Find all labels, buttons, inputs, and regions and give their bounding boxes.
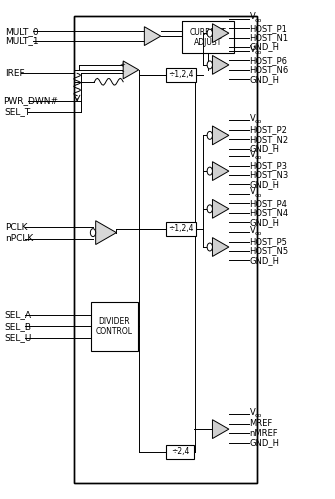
Text: co: co xyxy=(254,413,262,418)
Text: HOST_N2: HOST_N2 xyxy=(250,135,289,144)
Polygon shape xyxy=(123,61,139,79)
Text: DIVIDER
CONTROL: DIVIDER CONTROL xyxy=(96,317,133,336)
Text: co: co xyxy=(254,231,262,236)
Text: PWR_DWN#: PWR_DWN# xyxy=(3,96,58,105)
FancyBboxPatch shape xyxy=(166,222,196,236)
Text: co: co xyxy=(254,119,262,124)
FancyBboxPatch shape xyxy=(183,21,234,53)
Text: V: V xyxy=(250,150,255,159)
Text: SEL_T: SEL_T xyxy=(5,107,31,116)
Text: GND_H: GND_H xyxy=(250,144,280,153)
Text: HOST_N3: HOST_N3 xyxy=(250,171,289,180)
Circle shape xyxy=(207,243,212,251)
Polygon shape xyxy=(212,24,229,42)
Text: +: + xyxy=(120,62,126,68)
Circle shape xyxy=(207,131,212,139)
Text: nMREF: nMREF xyxy=(250,429,278,438)
Text: V: V xyxy=(250,408,255,417)
Text: GND_H: GND_H xyxy=(250,218,280,227)
Text: ÷2,4: ÷2,4 xyxy=(171,448,189,457)
Text: GND_H: GND_H xyxy=(250,180,280,189)
Text: MULT_1: MULT_1 xyxy=(5,36,38,45)
Polygon shape xyxy=(212,126,229,145)
Polygon shape xyxy=(212,162,229,181)
Text: SEL_U: SEL_U xyxy=(5,333,32,342)
FancyBboxPatch shape xyxy=(74,16,257,483)
FancyBboxPatch shape xyxy=(166,68,196,82)
Text: co: co xyxy=(254,18,262,23)
Text: V: V xyxy=(250,226,255,235)
Text: MULT_0: MULT_0 xyxy=(5,26,38,35)
Text: HOST_P4: HOST_P4 xyxy=(250,199,287,208)
FancyBboxPatch shape xyxy=(91,301,138,351)
Text: HOST_N6: HOST_N6 xyxy=(250,65,289,74)
Text: co: co xyxy=(254,50,262,55)
Text: V: V xyxy=(250,114,255,123)
Polygon shape xyxy=(144,26,161,45)
Polygon shape xyxy=(212,238,229,256)
Text: V: V xyxy=(250,188,255,197)
Circle shape xyxy=(90,229,96,237)
Text: ÷1,2,4: ÷1,2,4 xyxy=(168,224,194,233)
Text: co: co xyxy=(254,155,262,160)
Text: HOST_P2: HOST_P2 xyxy=(250,125,287,134)
Polygon shape xyxy=(96,221,116,245)
Text: co: co xyxy=(254,193,262,198)
Text: -: - xyxy=(121,68,124,74)
Polygon shape xyxy=(212,55,229,74)
Text: HOST_N4: HOST_N4 xyxy=(250,208,289,217)
FancyBboxPatch shape xyxy=(166,445,194,459)
Circle shape xyxy=(207,61,212,69)
Text: V: V xyxy=(250,44,255,53)
Text: HOST_P5: HOST_P5 xyxy=(250,237,287,246)
Text: HOST_N1: HOST_N1 xyxy=(250,33,289,42)
Text: ÷1,2,4: ÷1,2,4 xyxy=(168,70,194,79)
Circle shape xyxy=(207,205,212,213)
Text: GND_H: GND_H xyxy=(250,42,280,51)
Text: SEL_A: SEL_A xyxy=(5,310,32,319)
Text: GND_H: GND_H xyxy=(250,438,280,447)
Text: V: V xyxy=(250,12,255,21)
Text: nPCLK: nPCLK xyxy=(5,234,33,243)
Text: HOST_P6: HOST_P6 xyxy=(250,56,287,65)
Text: HOST_P1: HOST_P1 xyxy=(250,23,287,33)
Circle shape xyxy=(207,29,212,37)
Polygon shape xyxy=(212,420,229,439)
Text: SEL_B: SEL_B xyxy=(5,322,32,331)
Text: GND_H: GND_H xyxy=(250,256,280,265)
Text: CURRENT
ADJUST: CURRENT ADJUST xyxy=(190,27,226,47)
Text: GND_H: GND_H xyxy=(250,75,280,84)
Text: HOST_P3: HOST_P3 xyxy=(250,161,287,170)
Text: MREF: MREF xyxy=(250,419,273,428)
Text: IREF: IREF xyxy=(5,69,24,78)
Text: HOST_N5: HOST_N5 xyxy=(250,247,289,255)
Circle shape xyxy=(207,167,212,175)
Polygon shape xyxy=(212,200,229,218)
Text: PCLK: PCLK xyxy=(5,223,27,232)
